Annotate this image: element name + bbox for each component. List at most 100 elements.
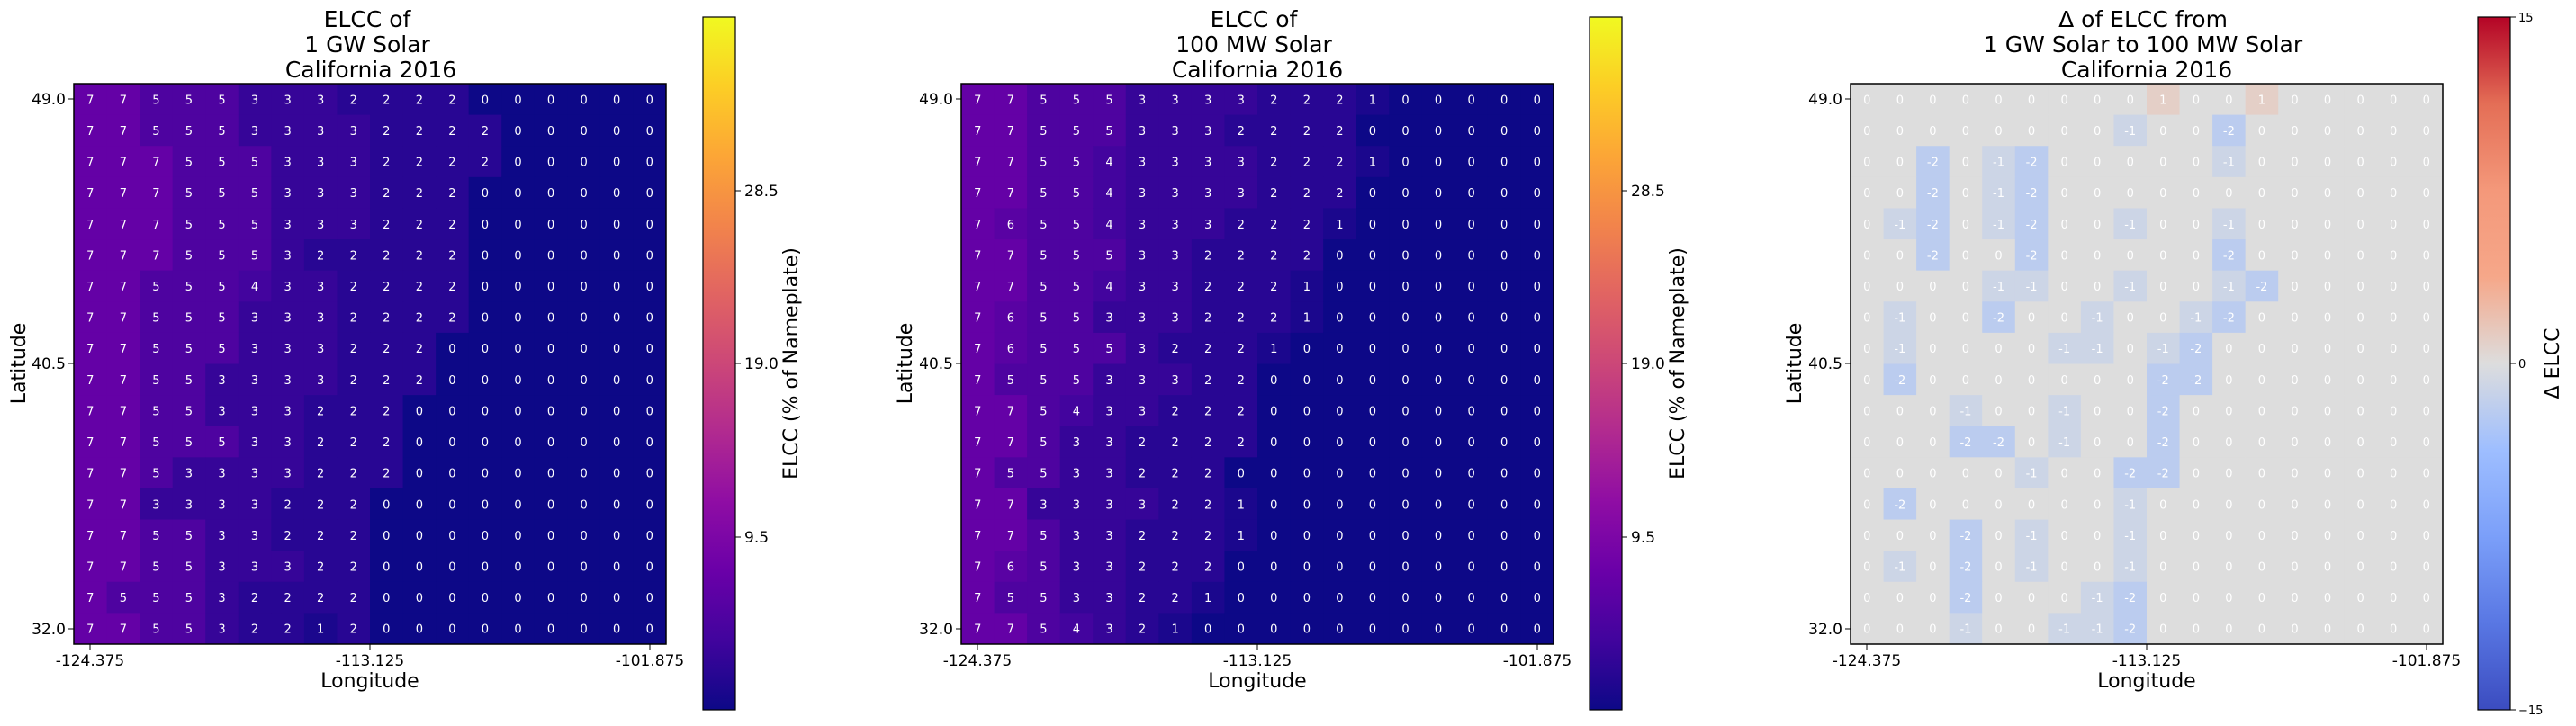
heatmap-cell — [1883, 270, 1917, 302]
heatmap-cell-value: -1 — [1894, 312, 1905, 326]
heatmap-cell — [468, 301, 502, 334]
heatmap-cell-value: 2 — [350, 374, 357, 388]
heatmap-cell-value: 2 — [1238, 374, 1245, 388]
heatmap-cell — [1356, 551, 1390, 583]
heatmap-cell-value: 0 — [547, 219, 554, 232]
heatmap-cell-value: 0 — [1467, 312, 1474, 326]
heatmap-cell — [2147, 519, 2181, 551]
heatmap-cell — [534, 488, 568, 521]
heatmap-cell-value: 0 — [2423, 560, 2430, 574]
heatmap-cell-value: 0 — [2127, 374, 2134, 388]
heatmap-cell — [994, 84, 1028, 116]
heatmap-cell — [1356, 146, 1390, 178]
heatmap-cell-value: 7 — [120, 405, 127, 418]
heatmap-cell-value: 5 — [152, 125, 159, 139]
heatmap-cell-value: 0 — [2159, 498, 2166, 512]
heatmap-cell — [1257, 146, 1292, 178]
heatmap-cell-value: 0 — [613, 343, 620, 356]
heatmap-cell-value: 0 — [1369, 281, 1376, 294]
heatmap-cell-value: 2 — [1139, 436, 1146, 450]
heatmap-cell — [1125, 363, 1159, 396]
heatmap-cell — [2310, 613, 2345, 645]
heatmap-cell — [2278, 114, 2312, 147]
heatmap-cell — [2147, 239, 2181, 272]
heatmap-cell-value: 0 — [2356, 405, 2364, 418]
heatmap-cell — [1093, 146, 1127, 178]
heatmap-cell-value: 5 — [218, 125, 225, 139]
heatmap-cell — [2080, 519, 2114, 551]
heatmap-cell-value: 3 — [1139, 249, 1146, 263]
heatmap-cell — [2409, 208, 2444, 240]
heatmap-cell — [140, 301, 174, 334]
panel-1-colorbar-label: ELCC (% of Nameplate) — [780, 247, 803, 480]
panel-2-ytick-label: 40.5 — [919, 355, 953, 373]
heatmap-cell-value: 2 — [1204, 530, 1211, 543]
heatmap-cell — [2310, 146, 2345, 178]
heatmap-cell-value: 3 — [350, 219, 357, 232]
heatmap-cell-value: 0 — [2193, 498, 2200, 512]
heatmap-cell-value: 3 — [1105, 312, 1112, 326]
heatmap-cell-value: 0 — [514, 623, 521, 637]
heatmap-cell — [1455, 239, 1489, 272]
heatmap-cell — [534, 84, 568, 116]
heatmap-cell — [1125, 426, 1159, 458]
heatmap-cell — [1982, 84, 2016, 116]
heatmap-cell-value: 2 — [1171, 436, 1178, 450]
heatmap-cell-value: 0 — [646, 94, 653, 107]
heatmap-cell-value: 0 — [1401, 125, 1409, 139]
heatmap-cell — [1290, 426, 1324, 458]
heatmap-cell-value: 0 — [547, 157, 554, 170]
heatmap-cell-value: 2 — [1336, 125, 1343, 139]
heatmap-cell — [1949, 488, 1983, 521]
heatmap-cell-value: 0 — [2423, 530, 2430, 543]
heatmap-cell — [1323, 270, 1357, 302]
heatmap-cell-value: 0 — [514, 219, 521, 232]
heatmap-cell — [436, 301, 470, 334]
panel-3-x-axis-label: Longitude — [2097, 670, 2195, 693]
heatmap-cell-value: 5 — [1105, 94, 1112, 107]
heatmap-cell-value: 7 — [86, 187, 94, 201]
heatmap-cell — [501, 426, 536, 458]
heatmap-cell-value: 5 — [1040, 249, 1047, 263]
heatmap-cell — [2245, 208, 2279, 240]
heatmap-cell-value: 3 — [317, 219, 324, 232]
heatmap-cell — [2310, 395, 2345, 427]
heatmap-cell — [303, 519, 338, 551]
heatmap-cell — [2179, 176, 2213, 209]
heatmap-cell-value: 7 — [152, 249, 159, 263]
heatmap-cell-value: 0 — [2159, 592, 2166, 605]
heatmap-cell — [1158, 208, 1193, 240]
heatmap-cell — [1883, 114, 1917, 147]
heatmap-cell — [1125, 551, 1159, 583]
heatmap-cell-value: 5 — [1040, 187, 1047, 201]
heatmap-cell — [172, 146, 206, 178]
heatmap-cell — [1158, 84, 1193, 116]
heatmap-cell — [1851, 519, 1885, 551]
heatmap-cell — [2080, 84, 2114, 116]
heatmap-cell — [2245, 114, 2279, 147]
heatmap-cell-value: 0 — [646, 560, 653, 574]
heatmap-cell — [501, 457, 536, 489]
heatmap-cell-value: 0 — [1995, 560, 2002, 574]
heatmap-cell — [370, 270, 404, 302]
heatmap-cell — [1421, 457, 1455, 489]
heatmap-cell-value: 3 — [284, 468, 291, 481]
heatmap-cell-value: -1 — [1894, 343, 1905, 356]
heatmap-cell — [1916, 551, 1950, 583]
heatmap-cell — [468, 551, 502, 583]
heatmap-cell-value: 7 — [86, 249, 94, 263]
heatmap-cell-value: 0 — [2291, 592, 2298, 605]
heatmap-cell-value: 7 — [1007, 623, 1014, 637]
heatmap-cell-value: 0 — [2193, 249, 2200, 263]
heatmap-cell-value: 0 — [1863, 157, 1870, 170]
heatmap-cell — [1093, 114, 1127, 147]
heatmap-cell-value: 0 — [613, 560, 620, 574]
heatmap-cell — [534, 114, 568, 147]
heatmap-cell — [501, 613, 536, 645]
heatmap-cell — [1982, 395, 2016, 427]
heatmap-cell — [1224, 519, 1258, 551]
heatmap-cell-value: 0 — [2094, 374, 2101, 388]
heatmap-cell — [1949, 363, 1983, 396]
heatmap-cell-value: 2 — [383, 312, 390, 326]
heatmap-cell — [1125, 84, 1159, 116]
